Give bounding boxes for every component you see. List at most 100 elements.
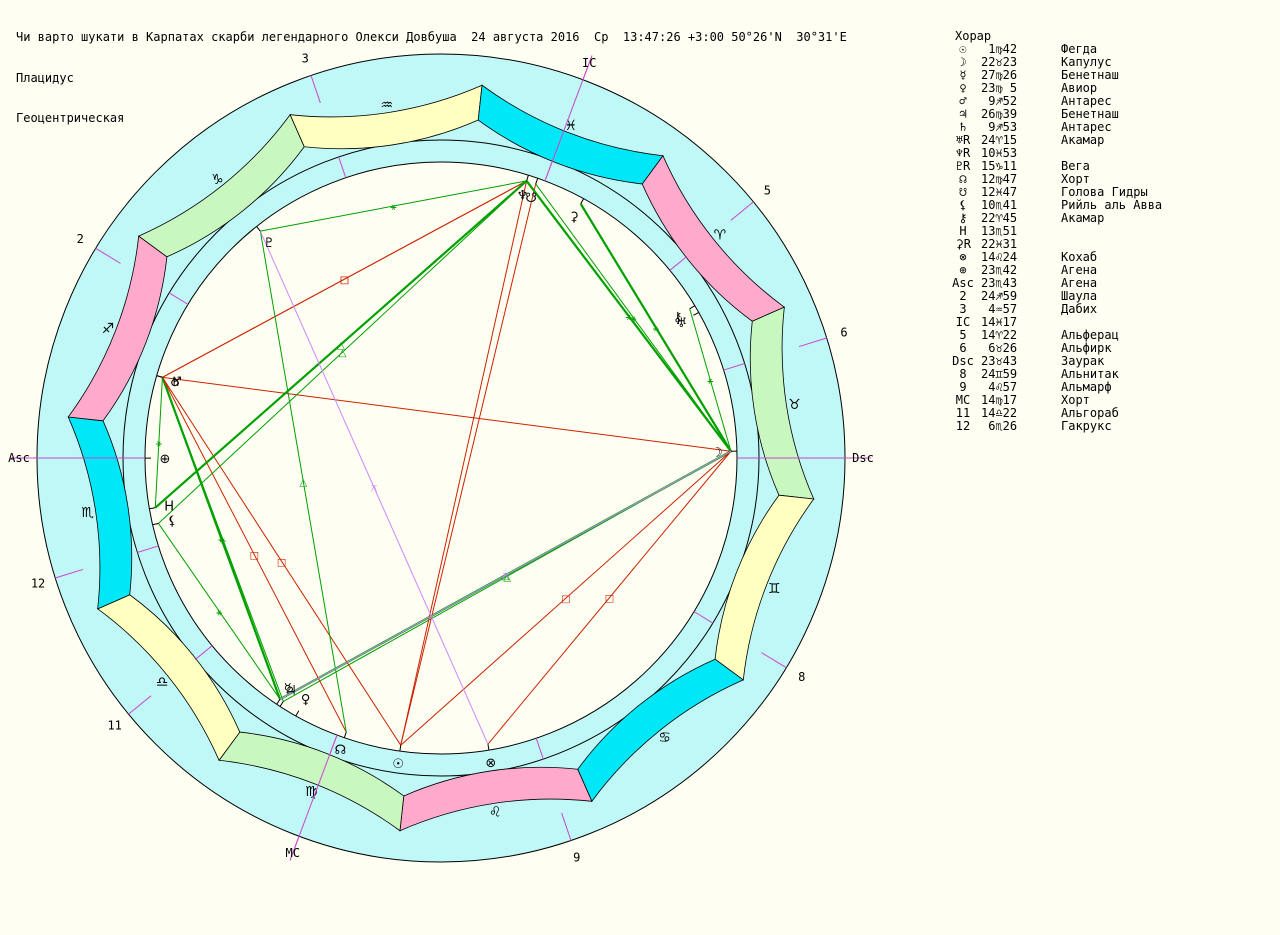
row-position: 23♏43: [981, 276, 1018, 290]
aspect-symbol-icon: □: [250, 551, 259, 562]
aspect-line: [154, 180, 528, 509]
table-row: 12 6♏26 Гакрукс: [945, 420, 1112, 433]
row-fixed-star: Хорт: [1061, 172, 1090, 186]
row-symbol: 6: [959, 341, 967, 355]
table-row: ⊕ 23♏42 Агена: [945, 263, 1097, 277]
aspect-symbol-icon: ⚻: [371, 484, 378, 495]
row-symbol: ⊗: [959, 250, 967, 264]
row-symbol: MC: [955, 393, 971, 407]
row-position: 23♍ 5: [981, 81, 1018, 95]
row-symbol: ⊕: [959, 263, 967, 277]
aspect-line: [689, 308, 732, 452]
row-fixed-star: Голова Гидры: [1061, 185, 1148, 199]
sign-glyph-icon: ♐: [102, 321, 115, 337]
north-node-glyph-icon: ☊: [335, 743, 347, 758]
table-row: 11 14♎22 Альгораб: [945, 406, 1119, 420]
row-fixed-star: Альнитак: [1061, 367, 1119, 381]
axis-line: [582, 57, 592, 80]
uranus-glyph-icon: ♅: [675, 316, 687, 331]
aspect-symbol-icon: △: [299, 478, 307, 489]
row-symbol: ♃: [959, 107, 967, 121]
axis-line: [308, 734, 338, 810]
row-position: 9♐52: [981, 94, 1018, 108]
house-cusp-line: [194, 645, 213, 661]
table-row: ☉ 1♍42 Фегда: [945, 43, 1097, 56]
row-fixed-star: Заурак: [1061, 354, 1105, 368]
aspect-symbol-icon: ⚹: [390, 202, 396, 213]
row-position: 23♏42: [981, 263, 1018, 277]
house-label: Asc: [8, 451, 30, 465]
aspect-line: [259, 231, 347, 733]
table-row: 9 4♌57 Альмарф: [945, 381, 1111, 394]
house-cusp-line: [798, 337, 827, 348]
row-position: 26♍39: [981, 107, 1018, 121]
row-symbol: ☽: [959, 55, 967, 69]
aspect-line: [158, 180, 527, 524]
row-symbol: 3: [959, 302, 967, 316]
table-row: ♇R 15♑11 Вега: [945, 160, 1090, 173]
table-row: ♃ 26♍39 Бенетнаш: [945, 107, 1118, 121]
row-position: 9♐53: [981, 120, 1018, 134]
vesta-glyph-icon: ⚳: [569, 210, 579, 225]
row-position: 12♓47: [981, 185, 1018, 199]
house-label: 8: [798, 670, 805, 684]
row-symbol: 5: [959, 328, 967, 342]
row-position: 14♍17: [981, 393, 1018, 407]
row-symbol: 11: [955, 406, 971, 420]
row-symbol: ⚷: [958, 211, 968, 225]
house-label: 11: [107, 719, 121, 733]
planet-tick: [535, 178, 539, 185]
planet-tick: [149, 507, 156, 510]
south-node-glyph-icon: ☋: [525, 191, 537, 206]
h-point-glyph-icon: H: [164, 499, 174, 514]
house-cusp-line: [168, 292, 189, 305]
table-row: 6 6♉26 Альфирк: [945, 341, 1111, 355]
sign-glyph-icon: ♈: [714, 227, 727, 243]
house-cusp-line: [723, 363, 745, 371]
table-row: ♄ 9♐53 Антарес: [945, 121, 1111, 134]
aspect-line: [259, 230, 489, 745]
sign-glyph-icon: ♑: [211, 172, 224, 188]
table-row: H 13♏51: [945, 225, 1017, 238]
aspect-line: [279, 450, 732, 700]
natal-chart-wheel: ♈♉♊♋♌♍♎♏♐♑♒♓ △△⚹⚹□□□□□□△△⚹⚹⚹⚹⚹△⚹⚹⚻⚻ ☉☽☿♀…: [8, 51, 874, 865]
row-position: 24♈15: [981, 133, 1018, 147]
row-fixed-star: Альфирк: [1061, 341, 1112, 355]
chiron-glyph-icon: ⚷: [673, 310, 683, 325]
house-cusp-line: [95, 247, 121, 264]
row-fixed-star: Антарес: [1061, 94, 1112, 108]
planet-tick: [256, 226, 261, 232]
mercury-glyph-icon: ☿: [284, 682, 292, 697]
house-label: 9: [573, 851, 580, 865]
row-fixed-star: Акамар: [1061, 133, 1105, 147]
aspect-symbol-icon: △: [503, 572, 511, 583]
axis-line: [290, 836, 300, 859]
house-cusp-line: [55, 568, 84, 579]
row-fixed-star: Агена: [1061, 263, 1098, 277]
coordinate-system-label: Геоцентрическая: [16, 111, 125, 125]
row-position: 10♏41: [981, 198, 1018, 212]
sign-segment: [477, 84, 664, 185]
row-position: 13♏51: [981, 224, 1018, 238]
aspect-line: [283, 450, 732, 702]
row-fixed-star: Антарес: [1061, 120, 1112, 134]
aspect-symbol-icon: ⚹: [630, 314, 636, 325]
earth-glyph-icon: ⊕: [160, 452, 171, 467]
sign-glyph-icon: ♋: [658, 730, 671, 746]
aspect-symbol-icon: ⚹: [156, 439, 162, 450]
row-position: 22♈45: [981, 211, 1018, 225]
table-row: ☿ 27♍26 Бенетнаш: [945, 69, 1118, 82]
house-label: MC: [286, 846, 300, 860]
sign-glyph-icon: ♏: [81, 505, 94, 521]
axis-line: [544, 106, 574, 182]
aspect-line: [525, 180, 732, 452]
table-row: ⚷ 22♈45 Акамар: [945, 211, 1105, 225]
row-position: 24♐59: [981, 289, 1018, 303]
house-cusp-line: [128, 695, 152, 715]
planet-tick: [487, 744, 490, 751]
aspect-symbol-icon: □: [605, 594, 614, 605]
row-position: 4♌57: [981, 380, 1018, 394]
aspect-line: [400, 450, 732, 746]
row-fixed-star: Гакрукс: [1061, 419, 1112, 433]
row-position: 12♍47: [981, 172, 1018, 186]
